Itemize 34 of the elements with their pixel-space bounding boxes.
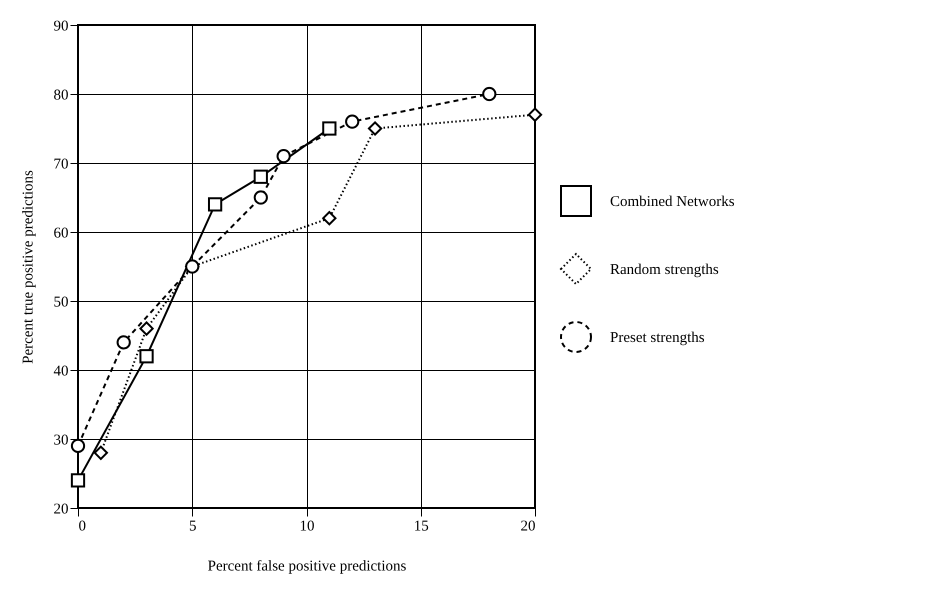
y-axis-title: Percent true positive predictions (20, 170, 36, 364)
x-tick-label: 20 (520, 518, 536, 534)
x-tick-label: 15 (414, 518, 429, 534)
x-tick-label: 5 (189, 518, 196, 534)
point (139, 349, 154, 364)
point (482, 86, 496, 102)
y-tick-label: 50 (54, 294, 68, 310)
y-tick-label: 40 (54, 364, 68, 380)
y-tick-label: 90 (54, 18, 68, 34)
x-tick-label: 10 (300, 518, 314, 534)
point (345, 114, 360, 129)
y-tick-label: 70 (54, 156, 68, 172)
x-axis-title: Percent false positive predictions (208, 558, 406, 574)
legend-label: Random strengths (610, 262, 719, 278)
y-tick-label: 80 (54, 88, 68, 104)
y-tick-label: 60 (54, 226, 68, 242)
point (528, 108, 542, 122)
point (116, 335, 131, 350)
x-tick-label: 0 (78, 518, 86, 534)
point (254, 190, 268, 205)
point (322, 121, 336, 136)
legend-label: Combined Networks (610, 194, 735, 210)
point (208, 197, 222, 212)
y-tick-label: 20 (54, 502, 68, 518)
point (185, 259, 200, 274)
legend-label: Preset strengths (610, 330, 705, 346)
point (254, 170, 268, 184)
point (276, 148, 291, 164)
point (139, 321, 154, 336)
y-tick-label: 30 (54, 432, 68, 448)
point (70, 473, 86, 488)
point (94, 446, 108, 460)
point (368, 121, 382, 136)
point (322, 211, 336, 226)
